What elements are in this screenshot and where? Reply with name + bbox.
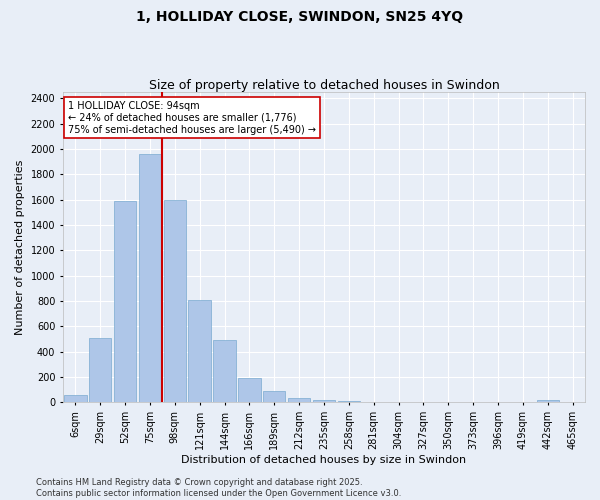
Bar <box>114 201 136 402</box>
Text: 1 HOLLIDAY CLOSE: 94sqm
← 24% of detached houses are smaller (1,776)
75% of semi: 1 HOLLIDAY CLOSE: 94sqm ← 24% of detache… <box>68 102 316 134</box>
Bar <box>89 338 112 402</box>
Bar <box>139 154 161 402</box>
Bar <box>338 401 360 402</box>
Y-axis label: Number of detached properties: Number of detached properties <box>15 160 25 335</box>
X-axis label: Distribution of detached houses by size in Swindon: Distribution of detached houses by size … <box>181 455 467 465</box>
Bar <box>288 398 310 402</box>
Title: Size of property relative to detached houses in Swindon: Size of property relative to detached ho… <box>149 79 499 92</box>
Text: 1, HOLLIDAY CLOSE, SWINDON, SN25 4YQ: 1, HOLLIDAY CLOSE, SWINDON, SN25 4YQ <box>136 10 464 24</box>
Bar <box>188 300 211 402</box>
Bar <box>164 200 186 402</box>
Text: Contains HM Land Registry data © Crown copyright and database right 2025.
Contai: Contains HM Land Registry data © Crown c… <box>36 478 401 498</box>
Bar <box>214 340 236 402</box>
Bar <box>263 392 286 402</box>
Bar <box>536 400 559 402</box>
Bar <box>238 378 260 402</box>
Bar <box>64 396 86 402</box>
Bar <box>313 400 335 402</box>
